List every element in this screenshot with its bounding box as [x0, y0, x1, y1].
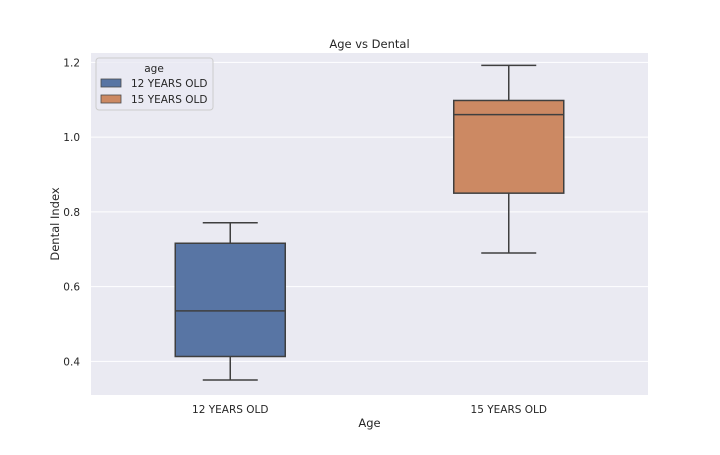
legend-frame: [95, 57, 214, 111]
x-tick-labels: 12 YEARS OLD 15 YEARS OLD: [192, 404, 547, 416]
legend-title: age: [144, 63, 164, 75]
y-axis-label: Dental Index: [48, 187, 62, 260]
boxes: [174, 64, 565, 381]
y-tick-label: 1.2: [63, 57, 80, 69]
legend-swatch: [100, 94, 122, 104]
x-tick-label: 15 YEARS OLD: [471, 404, 547, 416]
legend-swatch: [100, 78, 122, 88]
box-2: [452, 64, 565, 254]
y-tick-labels: 0.4 0.6 0.8 1.0 1.2: [63, 57, 80, 368]
iqr-box: [174, 242, 287, 358]
x-axis-label: Age: [358, 416, 380, 430]
chart-title: Age vs Dental: [329, 37, 409, 51]
legend-entry-label: 15 YEARS OLD: [131, 94, 207, 106]
y-tick-label: 1.0: [63, 132, 80, 144]
box-1: [174, 221, 287, 381]
y-tick-label: 0.8: [63, 207, 80, 219]
legend-entry-label: 12 YEARS OLD: [131, 78, 207, 90]
legend: age 12 YEARS OLD 15 YEARS OLD: [95, 57, 214, 111]
y-tick-label: 0.4: [63, 356, 80, 368]
x-tick-label: 12 YEARS OLD: [192, 404, 268, 416]
iqr-box: [452, 99, 565, 194]
y-tick-label: 0.6: [63, 282, 80, 294]
